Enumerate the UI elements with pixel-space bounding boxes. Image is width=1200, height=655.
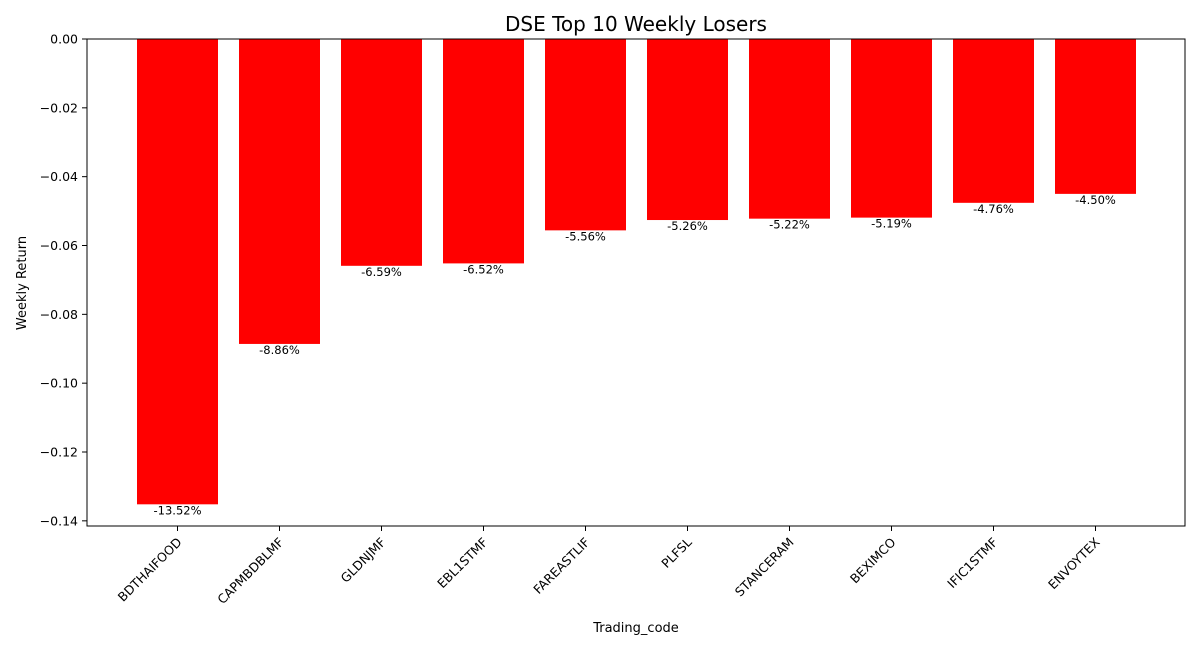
data-label: -4.50% bbox=[1075, 193, 1116, 207]
chart-title: DSE Top 10 Weekly Losers bbox=[505, 12, 767, 36]
y-tick-label: 0.00 bbox=[50, 32, 78, 47]
plot-frame bbox=[86, 38, 1186, 527]
y-tick-label: −0.02 bbox=[40, 100, 78, 115]
bar bbox=[137, 39, 218, 505]
y-axis: 0.00 −0.02 −0.04 −0.06 −0.08 −0.10 −0.12 −0.14 bbox=[40, 32, 87, 528]
data-label: -6.52% bbox=[463, 262, 504, 276]
x-tick-label: EBL1STMF bbox=[434, 535, 491, 592]
bar bbox=[851, 39, 932, 218]
bar bbox=[647, 39, 728, 221]
bar bbox=[341, 39, 422, 266]
x-tick-label: BDTHAIFOOD bbox=[115, 535, 185, 605]
bar bbox=[1055, 39, 1136, 194]
y-tick-label: −0.04 bbox=[40, 169, 78, 184]
x-tick-label: GLDNJMF bbox=[337, 535, 388, 586]
data-label: -13.52% bbox=[154, 503, 202, 517]
x-tick-label: ENVOYTEX bbox=[1045, 534, 1103, 592]
x-tick-label: FAREASTLIF bbox=[530, 535, 592, 597]
x-axis: BDTHAIFOOD CAPMBDBLMF GLDNJMF EBL1STMF FAREA… bbox=[115, 526, 1103, 607]
data-label: -8.86% bbox=[259, 343, 300, 357]
x-tick-label: IFIC1STMF bbox=[944, 535, 1000, 591]
x-tick-label: PLFSL bbox=[658, 534, 694, 570]
data-label: -5.56% bbox=[565, 229, 606, 243]
y-tick-label: −0.14 bbox=[40, 513, 78, 528]
bar bbox=[953, 39, 1034, 203]
bar bbox=[545, 39, 626, 231]
data-label: -5.22% bbox=[769, 218, 810, 232]
data-label: -4.76% bbox=[973, 202, 1014, 216]
data-labels-layer: -13.52% -8.86% -6.59% -6.52% -5.56% -5.26% -5.… bbox=[154, 193, 1116, 517]
data-label: -6.59% bbox=[361, 265, 402, 279]
x-tick-label: CAPMBDBLMF bbox=[214, 535, 286, 607]
x-axis-label: Trading_code bbox=[592, 621, 679, 636]
bar bbox=[239, 39, 320, 344]
bar bbox=[443, 39, 524, 264]
x-tick-label: STANCERAM bbox=[732, 535, 797, 600]
y-tick-label: −0.12 bbox=[40, 445, 78, 460]
y-axis-label: Weekly Return bbox=[15, 236, 30, 330]
y-tick-label: −0.08 bbox=[40, 307, 78, 322]
data-label: -5.26% bbox=[667, 219, 708, 233]
bar bbox=[749, 39, 830, 219]
y-tick-label: −0.06 bbox=[40, 238, 78, 253]
y-tick-label: −0.10 bbox=[40, 376, 78, 391]
bars-layer bbox=[137, 39, 1136, 505]
x-tick-label: BEXIMCO bbox=[847, 534, 899, 586]
data-label: -5.19% bbox=[871, 217, 912, 231]
